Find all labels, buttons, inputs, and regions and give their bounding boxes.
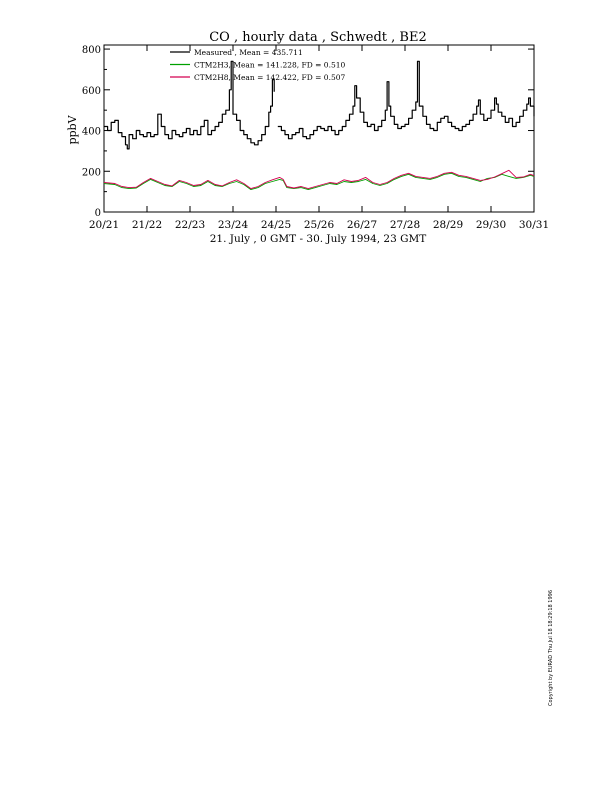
x-tick-label: 28/29 (433, 219, 463, 231)
series-line-ctm2h3 (103, 172, 535, 191)
copyright-note: Copyright by EURAD Thu Jul 18 18:29:18 1… (548, 589, 554, 706)
x-axis: 20/21 21/22 22/23 23/24 24/25 25/26 26/27 27/28… (89, 45, 549, 231)
x-tick-label: 29/30 (476, 219, 506, 231)
legend-label: CTM2H3, Mean = 141.228, FD = 0.510 (194, 61, 345, 70)
x-tick-label: 23/24 (218, 219, 249, 231)
x-tick-label: 26/27 (347, 219, 377, 231)
legend: Measured , Mean = 435.711 CTM2H3, Mean = … (170, 48, 345, 82)
series-layer (103, 60, 535, 191)
x-tick-label: 24/25 (261, 219, 291, 231)
x-tick-label: 30/31 (519, 219, 549, 231)
series-line-measured (104, 60, 535, 150)
chart-title: CO , hourly data , Schwedt , BE2 (209, 30, 427, 45)
y-tick-label: 600 (82, 86, 101, 97)
x-axis-label: 21. July , 0 GMT - 30. July 1994, 23 GMT (210, 233, 427, 245)
y-tick-label: 200 (82, 167, 101, 178)
x-tick-label: 21/22 (132, 219, 162, 231)
y-tick-label: 0 (95, 208, 101, 219)
x-tick-label: 27/28 (390, 219, 420, 231)
y-tick-label: 400 (82, 127, 101, 138)
y-axis: 0 200 400 600 800 (82, 45, 534, 219)
legend-label: Measured , Mean = 435.711 (194, 48, 303, 57)
y-tick-label: 800 (82, 45, 101, 56)
series-line-ctm2h8 (103, 169, 535, 190)
legend-label: CTM2H8, Mean = 142.422, FD = 0.507 (194, 73, 345, 82)
y-axis-label: ppbV (66, 114, 79, 144)
x-tick-label: 20/21 (89, 219, 119, 231)
x-tick-label: 22/23 (175, 219, 205, 231)
x-tick-label: 25/26 (304, 219, 335, 231)
